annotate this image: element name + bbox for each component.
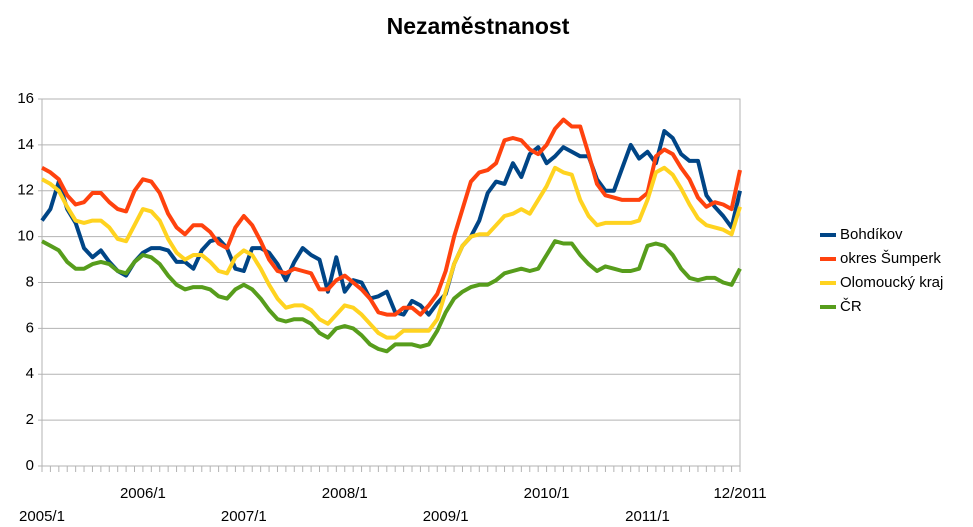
x-tick-label: 2009/1 (423, 508, 469, 525)
legend-label: Bohdíkov (840, 226, 903, 243)
x-tick-label: 2010/1 (524, 485, 570, 502)
series-line (41, 165, 742, 340)
x-tick-label: 2007/1 (221, 508, 267, 525)
series-line (40, 129, 742, 317)
y-tick-label: 8 (26, 273, 34, 290)
legend-label: Olomoucký kraj (840, 274, 943, 291)
x-tick-label: 2005/1 (19, 508, 65, 525)
x-tick-label: 2008/1 (322, 485, 368, 502)
legend-swatch (820, 233, 836, 237)
legend-label: ČR (840, 298, 862, 315)
y-tick-label: 0 (26, 457, 34, 474)
legend-swatch (820, 305, 836, 309)
x-tick-label: 12/2011 (713, 485, 766, 502)
y-tick-label: 6 (26, 319, 34, 336)
y-tick-label: 12 (17, 182, 34, 199)
legend-swatch (820, 257, 836, 261)
y-tick-label: 16 (17, 90, 34, 107)
x-tick-label: 2011/1 (625, 508, 670, 525)
y-tick-label: 10 (17, 228, 34, 245)
y-tick-label: 2 (26, 411, 34, 428)
y-tick-label: 4 (26, 365, 34, 382)
chart-title: Nezaměstnanost (387, 13, 570, 39)
plot-border (41, 98, 741, 467)
x-tick-label: 2006/1 (120, 485, 166, 502)
series-line (41, 117, 742, 317)
legend-swatch (820, 281, 836, 285)
series-line (41, 239, 742, 354)
legend-label: okres Šumperk (840, 250, 941, 267)
y-tick-label: 14 (17, 136, 34, 153)
